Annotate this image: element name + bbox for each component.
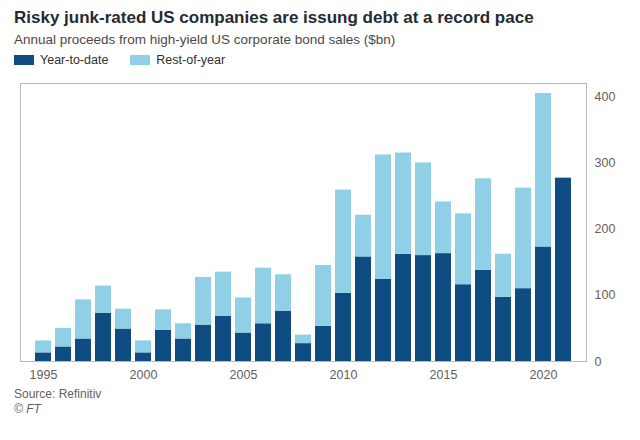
svg-text:1995: 1995 [30,368,58,382]
svg-text:2020: 2020 [530,368,558,382]
html-text:Year-to-date: Year-to-date [40,53,109,67]
svg-text:2000: 2000 [130,368,158,382]
svg-text:0: 0 [595,355,602,369]
svg-text:400: 400 [595,90,616,104]
html-text:Risky junk-rated US companies: Risky junk-rated US companies are issung… [14,8,534,27]
svg-text:100: 100 [595,288,616,302]
svg-text:200: 200 [595,222,616,236]
svg-text:2005: 2005 [230,368,258,382]
html-text:Source: Refinitiv: Source: Refinitiv [14,387,102,401]
svg-text:300: 300 [595,156,616,170]
html-text:Annual proceeds from high-yiel: Annual proceeds from high-yield US corpo… [14,32,396,47]
svg-text:2015: 2015 [430,368,458,382]
html-text:Rest-of-year: Rest-of-year [156,53,226,67]
svg-text:2010: 2010 [330,368,358,382]
html-text:© FT: © FT [14,402,41,416]
